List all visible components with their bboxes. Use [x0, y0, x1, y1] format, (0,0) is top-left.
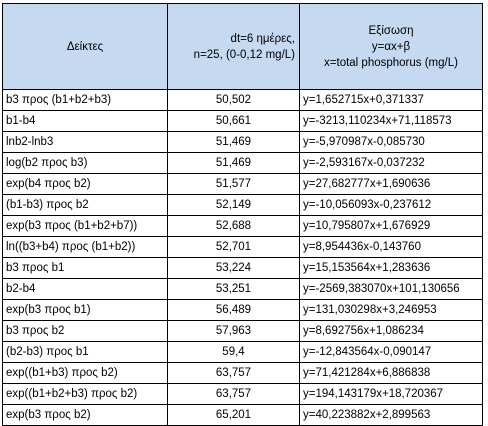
index-cell: exp((b1+b3) προς b2) [2, 362, 168, 384]
table-row: exp(b4 προς b2) 51,577 y=27,682777x+1,6906… [2, 173, 483, 195]
table-row: b3 προς b2 57,963 y=8,692756x+1,086234 [2, 320, 483, 342]
value-cell: 57,963 [167, 320, 300, 342]
equation-cell: y=-2,593167x-0,037232 [299, 152, 483, 174]
value-cell: 53,251 [167, 278, 300, 300]
index-cell: exp(b3 προς b2) [2, 404, 168, 426]
value-cell: 50,661 [167, 110, 300, 132]
header-equation: Εξίσωση y=αx+β x=total phosphorus (mg/L) [299, 3, 483, 90]
equation-cell: y=27,682777x+1,690636 [299, 173, 483, 195]
header-indices: Δείκτες [2, 3, 168, 90]
header-dt-value: dt=6 ημέρες, n=25, (0-0,12 mg/L) [167, 3, 300, 90]
header-equation-line2: y=αx+β [371, 40, 411, 53]
table-row: exp((b1+b3) προς b2) 63,757 y=71,421284x+6… [2, 362, 483, 384]
equation-cell: y=-2569,383070x+101,130656 [299, 278, 483, 300]
equation-cell: y=10,795807x+1,676929 [299, 215, 483, 237]
equation-cell: y=8,692756x+1,086234 [299, 320, 483, 342]
index-cell: (b1-b3) προς b2 [2, 194, 168, 216]
index-cell: b3 προς b1 [2, 257, 168, 279]
index-cell: log(b2 προς b3) [2, 152, 168, 174]
table-row: b1-b4 50,661 y=-3213,110234x+71,118573 [2, 110, 483, 132]
equation-cell: y=194,143179x+18,720367 [299, 383, 483, 405]
indices-table-container: Δείκτες dt=6 ημέρες, n=25, (0-0,12 mg/L)… [2, 3, 483, 426]
header-dt-line1: dt=6 ημέρες, [230, 32, 295, 45]
equation-cell: y=-5,970987x-0,085730 [299, 131, 483, 153]
header-indices-label: Δείκτες [66, 40, 104, 53]
header-equation-line1: Εξίσωση [368, 24, 414, 37]
value-cell: 51,469 [167, 131, 300, 153]
equation-cell: y=8,954436x-0,143760 [299, 236, 483, 258]
value-cell: 63,757 [167, 362, 300, 384]
equation-cell: y=1,652715x+0,371337 [299, 89, 483, 111]
value-cell: 51,577 [167, 173, 300, 195]
index-cell: ln((b3+b4) προς (b1+b2)) [2, 236, 168, 258]
index-cell: lnb2-lnb3 [2, 131, 168, 153]
value-cell: 52,688 [167, 215, 300, 237]
equation-cell: y=-10,056093x-0,237612 [299, 194, 483, 216]
value-cell: 52,149 [167, 194, 300, 216]
indices-table: Δείκτες dt=6 ημέρες, n=25, (0-0,12 mg/L)… [2, 3, 483, 426]
table-row: log(b2 προς b3) 51,469 y=-2,593167x-0,0372… [2, 152, 483, 174]
index-cell: b3 προς b2 [2, 320, 168, 342]
index-cell: exp((b1+b2+b3) προς b2) [2, 383, 168, 405]
equation-cell: y=40,223882x+2,899563 [299, 404, 483, 426]
header-equation-line3: x=total phosphorus (mg/L) [324, 56, 458, 69]
equation-cell: y=131,030298x+3,246953 [299, 299, 483, 321]
table-row: exp((b1+b2+b3) προς b2) 63,757 y=194,14317… [2, 383, 483, 405]
index-cell: b2-b4 [2, 278, 168, 300]
table-row: (b1-b3) προς b2 52,149 y=-10,056093x-0,237… [2, 194, 483, 216]
index-cell: (b2-b3) προς b1 [2, 341, 168, 363]
table-row: ln((b3+b4) προς (b1+b2)) 52,701 y=8,954436… [2, 236, 483, 258]
index-cell: exp(b3 προς (b1+b2+b7)) [2, 215, 168, 237]
table-row: lnb2-lnb3 51,469 y=-5,970987x-0,085730 [2, 131, 483, 153]
value-cell: 50,502 [167, 89, 300, 111]
index-cell: b1-b4 [2, 110, 168, 132]
value-cell: 56,489 [167, 299, 300, 321]
index-cell: b3 προς (b1+b2+b3) [2, 89, 168, 111]
value-cell: 51,469 [167, 152, 300, 174]
table-row: b3 προς b1 53,224 y=15,153564x+1,283636 [2, 257, 483, 279]
header-dt-line2: n=25, (0-0,12 mg/L) [193, 48, 295, 61]
table-row: b2-b4 53,251 y=-2569,383070x+101,130656 [2, 278, 483, 300]
table-row: b3 προς (b1+b2+b3) 50,502 y=1,652715x+0,37… [2, 89, 483, 111]
table-body: b3 προς (b1+b2+b3) 50,502 y=1,652715x+0,37… [2, 89, 483, 426]
equation-cell: y=-3213,110234x+71,118573 [299, 110, 483, 132]
equation-cell: y=-12,843564x-0,090147 [299, 341, 483, 363]
value-cell: 53,224 [167, 257, 300, 279]
index-cell: exp(b4 προς b2) [2, 173, 168, 195]
value-cell: 65,201 [167, 404, 300, 426]
value-cell: 63,757 [167, 383, 300, 405]
table-header: Δείκτες dt=6 ημέρες, n=25, (0-0,12 mg/L)… [2, 3, 483, 90]
value-cell: 59,4 [167, 341, 300, 363]
table-row: (b2-b3) προς b1 59,4 y=-12,843564x-0,09014… [2, 341, 483, 363]
equation-cell: y=15,153564x+1,283636 [299, 257, 483, 279]
index-cell: exp(b3 προς b1) [2, 299, 168, 321]
header-row: Δείκτες dt=6 ημέρες, n=25, (0-0,12 mg/L)… [2, 3, 483, 90]
table-row: exp(b3 προς (b1+b2+b7)) 52,688 y=10,795807… [2, 215, 483, 237]
value-cell: 52,701 [167, 236, 300, 258]
equation-cell: y=71,421284x+6,886838 [299, 362, 483, 384]
table-row: exp(b3 προς b2) 65,201 y=40,223882x+2,8995… [2, 404, 483, 426]
table-row: exp(b3 προς b1) 56,489 y=131,030298x+3,246… [2, 299, 483, 321]
